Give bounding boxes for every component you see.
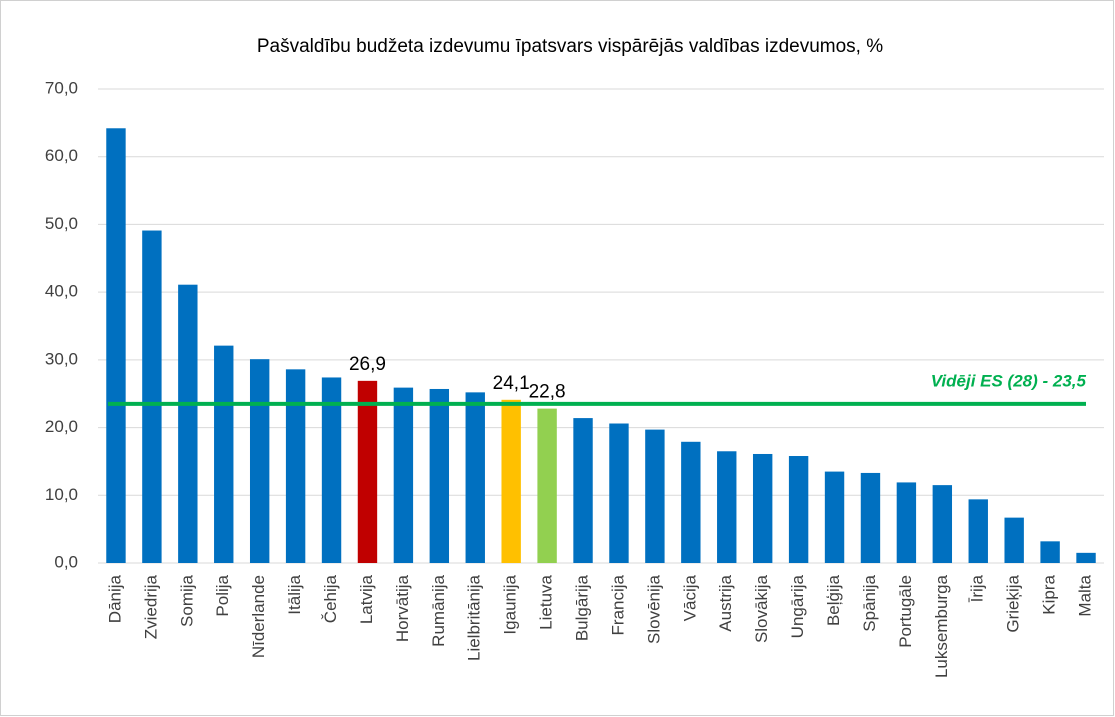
x-tick-label: Igaunija [501,574,520,634]
x-tick-label: Grieķija [1004,574,1023,632]
y-tick-label: 50,0 [45,214,78,233]
data-label: 22,8 [529,382,566,403]
data-label: 26,9 [349,354,386,375]
x-tick-label: Dānija [105,574,124,623]
x-tick-label: Slovēnija [644,574,663,644]
chart-title: Pašvaldību budžeta izdevumu īpatsvars vi… [257,36,883,57]
y-tick-label: 10,0 [45,485,78,504]
bar [249,359,270,563]
bar [968,499,988,563]
bar [824,471,845,563]
x-tick-label: Polija [213,574,232,616]
bar [214,345,234,563]
x-tick-label: Itālija [285,574,304,614]
data-label: 24,1 [493,373,530,394]
bar [501,399,521,563]
reference-label: Vidēji ES (28) - 23,5 [931,371,1087,390]
bar [752,453,773,563]
bar [645,429,665,563]
x-tick-label: Francija [608,574,627,635]
y-tick-label: 30,0 [45,349,78,368]
y-tick-label: 40,0 [45,282,78,301]
bar [465,392,485,563]
bar [142,230,162,563]
x-tick-label: Bulgārija [573,574,592,641]
x-tick-label: Čehija [321,574,340,623]
x-tick-label: Horvātija [393,574,412,642]
bar [429,388,450,563]
bar [357,380,378,563]
y-tick-label: 60,0 [45,146,78,165]
x-tick-label: Somija [177,574,196,627]
bar [573,418,593,563]
x-tick-label: Luksemburga [932,574,951,678]
bar [537,408,557,563]
bar [321,377,342,563]
x-tick-label: Kipra [1040,574,1059,614]
x-tick-label: Rumānija [429,574,448,646]
bar [1004,517,1024,563]
x-tick-label: Nīderlande [249,575,268,658]
x-tick-label: Īrija [968,574,987,602]
bar [896,482,917,563]
x-tick-label: Spānija [860,574,879,631]
y-tick-label: 70,0 [45,78,78,97]
bar [1076,552,1096,563]
x-tick-label: Lietuva [537,574,556,629]
bar [178,284,198,563]
x-tick-label: Malta [1076,574,1095,616]
x-tick-label: Vācija [680,574,699,621]
x-tick-label: Portugāle [896,575,915,648]
x-tick-label: Slovākija [752,574,771,643]
bar [1040,541,1060,563]
bar [788,456,809,563]
bar [717,451,737,563]
y-tick-label: 0,0 [54,552,78,571]
x-tick-label: Austrija [716,574,735,631]
bar [860,472,881,563]
bar [285,369,306,563]
x-tick-label: Latvija [357,574,376,624]
x-tick-label: Ungārija [788,574,807,638]
x-tick-label: Zviedrija [141,574,160,639]
bar [932,485,953,563]
bar [681,441,701,563]
x-tick-label: Lielbritānija [465,574,484,661]
bar [393,387,414,563]
bar [609,423,629,563]
x-tick-label: Beļģija [824,574,843,626]
bar [106,128,126,563]
y-tick-label: 20,0 [45,417,78,436]
